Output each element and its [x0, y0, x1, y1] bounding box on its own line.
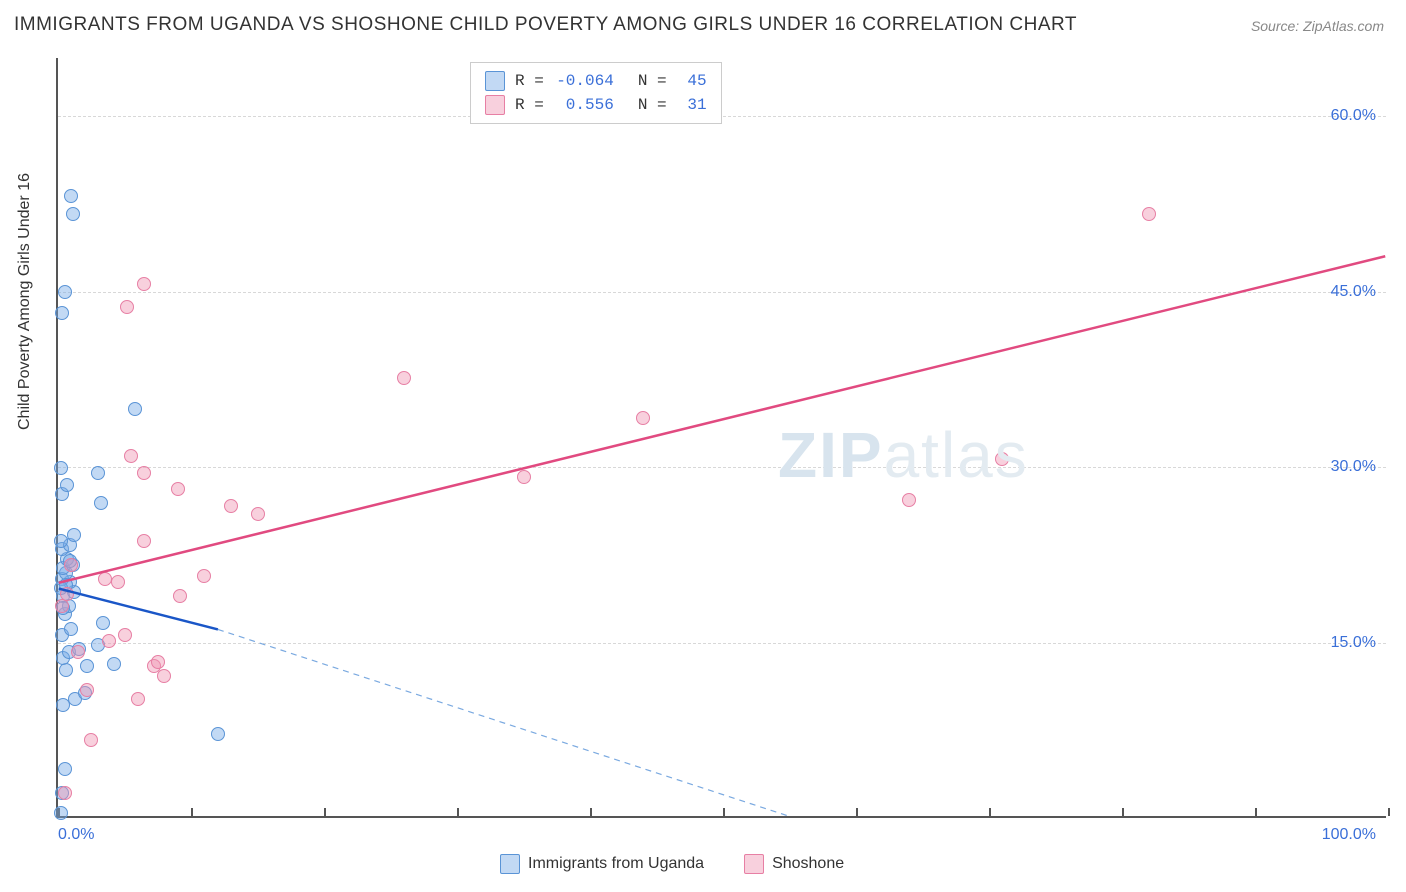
scatter-point	[64, 558, 78, 572]
scatter-point	[157, 669, 171, 683]
scatter-point	[64, 189, 78, 203]
scatter-point	[171, 482, 185, 496]
legend-swatch	[744, 854, 764, 874]
y-tick-label: 45.0%	[1331, 283, 1376, 301]
trend-line	[218, 629, 788, 816]
y-tick-label: 30.0%	[1331, 458, 1376, 476]
chart-container: IMMIGRANTS FROM UGANDA VS SHOSHONE CHILD…	[0, 0, 1406, 892]
scatter-point	[58, 786, 72, 800]
x-tick	[1122, 808, 1124, 816]
scatter-point	[66, 207, 80, 221]
correlation-legend: R = -0.064 N = 45 R = 0.556 N = 31	[470, 62, 722, 124]
scatter-point	[397, 371, 411, 385]
legend-n-value: 31	[677, 93, 707, 117]
scatter-point	[84, 733, 98, 747]
scatter-point	[60, 587, 74, 601]
legend-n-value: 45	[677, 69, 707, 93]
scatter-point	[94, 496, 108, 510]
gridline-h	[58, 643, 1386, 644]
scatter-point	[128, 402, 142, 416]
scatter-point	[80, 659, 94, 673]
x-tick	[723, 808, 725, 816]
scatter-point	[91, 466, 105, 480]
scatter-point	[118, 628, 132, 642]
legend-swatch	[485, 95, 505, 115]
scatter-point	[995, 452, 1009, 466]
scatter-point	[137, 534, 151, 548]
legend-n-label: N =	[638, 93, 667, 117]
legend-item: Shoshone	[744, 854, 844, 874]
scatter-point	[124, 449, 138, 463]
scatter-point	[64, 622, 78, 636]
watermark: ZIPatlas	[778, 418, 1029, 492]
y-axis-label: Child Poverty Among Girls Under 16	[16, 173, 34, 430]
gridline-h	[58, 116, 1386, 117]
scatter-point	[120, 300, 134, 314]
scatter-point	[131, 692, 145, 706]
legend-swatch	[500, 854, 520, 874]
scatter-point	[54, 534, 68, 548]
x-tick	[590, 808, 592, 816]
scatter-point	[902, 493, 916, 507]
series-legend: Immigrants from Uganda Shoshone	[500, 854, 844, 874]
legend-swatch	[485, 71, 505, 91]
x-tick	[324, 808, 326, 816]
plot-area: ZIPatlas 0.0% 100.0% 15.0%30.0%45.0%60.0…	[56, 58, 1386, 818]
legend-n-label: N =	[638, 69, 667, 93]
legend-row: R = 0.556 N = 31	[485, 93, 707, 117]
scatter-point	[137, 277, 151, 291]
scatter-point	[71, 645, 85, 659]
scatter-point	[58, 762, 72, 776]
y-tick-label: 15.0%	[1331, 634, 1376, 652]
scatter-point	[80, 683, 94, 697]
scatter-point	[173, 589, 187, 603]
legend-item: Immigrants from Uganda	[500, 854, 704, 874]
legend-row: R = -0.064 N = 45	[485, 69, 707, 93]
x-tick	[1255, 808, 1257, 816]
gridline-h	[58, 292, 1386, 293]
scatter-point	[67, 528, 81, 542]
legend-r-label: R =	[515, 93, 544, 117]
trend-line	[59, 589, 218, 630]
scatter-point	[251, 507, 265, 521]
watermark-bold: ZIP	[778, 419, 884, 491]
source-attribution: Source: ZipAtlas.com	[1251, 18, 1384, 34]
legend-series-label: Immigrants from Uganda	[528, 855, 704, 873]
legend-r-label: R =	[515, 69, 544, 93]
scatter-point	[55, 306, 69, 320]
x-tick	[457, 808, 459, 816]
scatter-point	[211, 727, 225, 741]
scatter-point	[224, 499, 238, 513]
scatter-point	[517, 470, 531, 484]
legend-r-value: -0.064	[554, 69, 614, 93]
scatter-point	[58, 285, 72, 299]
legend-series-label: Shoshone	[772, 855, 844, 873]
x-tick-label-max: 100.0%	[1322, 826, 1376, 844]
scatter-point	[137, 466, 151, 480]
x-tick	[856, 808, 858, 816]
y-tick-label: 60.0%	[1331, 107, 1376, 125]
scatter-point	[102, 634, 116, 648]
x-tick	[191, 808, 193, 816]
scatter-point	[60, 478, 74, 492]
scatter-point	[54, 461, 68, 475]
scatter-point	[98, 572, 112, 586]
legend-r-value: 0.556	[554, 93, 614, 117]
scatter-point	[636, 411, 650, 425]
scatter-point	[1142, 207, 1156, 221]
gridline-h	[58, 467, 1386, 468]
scatter-point	[151, 655, 165, 669]
x-tick	[1388, 808, 1390, 816]
trend-lines-layer	[58, 58, 1386, 816]
chart-title: IMMIGRANTS FROM UGANDA VS SHOSHONE CHILD…	[14, 14, 1077, 36]
x-tick-label-min: 0.0%	[58, 826, 94, 844]
scatter-point	[107, 657, 121, 671]
trend-line	[59, 256, 1386, 583]
scatter-point	[111, 575, 125, 589]
scatter-point	[96, 616, 110, 630]
x-tick	[989, 808, 991, 816]
scatter-point	[54, 806, 68, 820]
scatter-point	[197, 569, 211, 583]
